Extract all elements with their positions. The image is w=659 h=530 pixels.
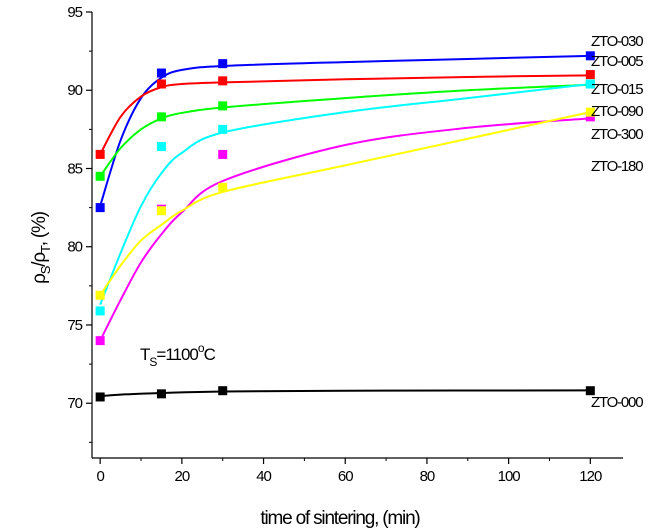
series-label-zto-090: ZTO-090 (591, 103, 643, 120)
annot-base: T (140, 345, 150, 364)
y-tick-label-95: 95 (67, 4, 82, 21)
x-axis-title: time of sintering, (min) (260, 508, 420, 529)
series-label-zto-015: ZTO-015 (591, 81, 643, 98)
point-zto-180-30 (218, 182, 228, 192)
fit-curve-zto-030 (99, 54, 591, 207)
y-axis-title: ρS/ρT, (%) (29, 211, 53, 284)
y-title-rho-t: ρ (29, 252, 50, 263)
point-zto-000-15 (156, 389, 166, 399)
x-tick-label-40: 40 (256, 468, 271, 485)
point-zto-090-0 (95, 306, 105, 316)
fit-curve-zto-180 (99, 111, 591, 296)
y-title-slash: / (29, 261, 50, 267)
point-zto-090-120 (585, 79, 595, 89)
point-zto-015-30 (218, 101, 228, 111)
point-zto-300-120 (585, 112, 595, 122)
y-title-rho-s: ρ (29, 273, 50, 284)
point-zto-000-0 (95, 392, 105, 402)
y-tick-label-70: 70 (67, 395, 82, 412)
fit-curve-zto-090 (99, 82, 591, 306)
point-zto-000-120 (585, 386, 595, 396)
annot-sub: S (149, 355, 157, 369)
x-tick-label-20: 20 (175, 468, 190, 485)
point-zto-180-0 (95, 290, 105, 300)
point-zto-030-0 (95, 203, 105, 213)
annot-sup: o (198, 341, 205, 355)
point-zto-090-30 (218, 124, 228, 134)
x-tick-label-0: 0 (96, 468, 104, 485)
ticks: 0 20 40 60 80 100 120 70 75 80 85 90 95 (67, 4, 603, 485)
fit-curve-zto-300 (99, 117, 591, 342)
fit-curve-zto-015 (99, 83, 591, 177)
y-tick-label-90: 90 (67, 82, 82, 99)
series-labels: ZTO-030 ZTO-005 ZTO-015 ZTO-090 ZTO-300 ZTO-1… (591, 33, 644, 411)
series-label-zto-180: ZTO-180 (591, 158, 643, 175)
point-zto-030-120 (585, 51, 595, 61)
point-zto-180-15 (156, 206, 166, 216)
series-label-zto-005: ZTO-005 (591, 53, 643, 70)
y-title-sub-t: T (38, 245, 53, 253)
point-zto-300-0 (95, 336, 105, 346)
temperature-annotation: TS=1100oC (140, 341, 216, 369)
annot-unit: C (204, 345, 216, 364)
axes (91, 12, 623, 459)
point-zto-030-30 (218, 59, 228, 69)
annot-value: =1100 (156, 345, 198, 364)
data-points (95, 51, 595, 402)
y-title-rest: , (%) (29, 211, 50, 246)
point-zto-005-30 (218, 76, 228, 86)
y-tick-label-85: 85 (67, 160, 82, 177)
point-zto-030-15 (156, 68, 166, 78)
series-label-zto-300: ZTO-300 (591, 126, 643, 143)
point-zto-180-120 (585, 107, 595, 117)
x-tick-label-100: 100 (498, 468, 521, 485)
point-zto-005-15 (156, 79, 166, 89)
x-tick-label-60: 60 (338, 468, 353, 485)
x-tick-label-80: 80 (420, 468, 435, 485)
y-tick-label-80: 80 (67, 239, 82, 256)
y-tick-label-75: 75 (67, 317, 82, 334)
x-tick-label-120: 120 (579, 468, 602, 485)
point-zto-000-30 (218, 386, 228, 396)
point-zto-005-120 (585, 70, 595, 80)
point-zto-015-15 (156, 112, 166, 122)
series-label-zto-000: ZTO-000 (591, 394, 643, 411)
series-label-zto-030: ZTO-030 (591, 33, 643, 50)
fit-curve-zto-000 (100, 389, 591, 398)
point-zto-090-15 (156, 142, 166, 152)
point-zto-005-0 (95, 149, 105, 159)
point-zto-300-30 (218, 149, 228, 159)
y-title-sub-s: S (38, 265, 53, 274)
fit-curve-zto-005 (99, 74, 591, 155)
point-zto-015-0 (95, 171, 105, 181)
